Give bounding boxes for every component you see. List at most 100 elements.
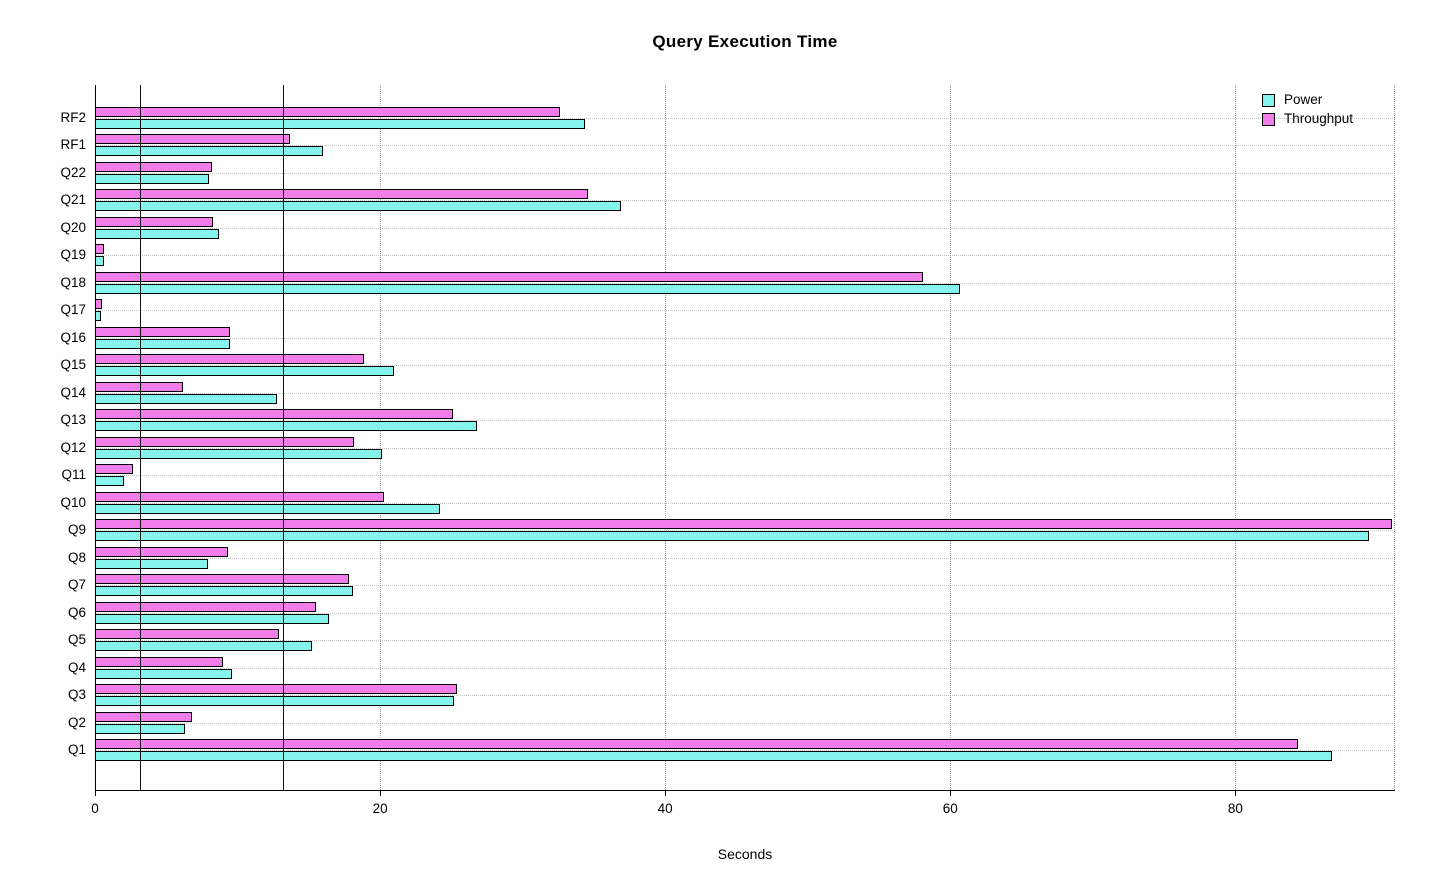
legend-entry-throughput: Throughput	[1262, 112, 1353, 126]
y-tick-label-q18: Q18	[60, 274, 86, 290]
plot-right-border	[1394, 85, 1395, 790]
throughput-bar-q22	[95, 161, 212, 172]
reference-line	[140, 85, 141, 790]
horizontal-gridline	[95, 420, 1395, 421]
power-bar-q10	[95, 503, 440, 514]
power-bar-q8	[95, 558, 208, 569]
horizontal-gridline	[95, 200, 1395, 201]
throughput-bar-q8	[95, 546, 228, 557]
vertical-gridline	[665, 85, 667, 790]
power-bar-q20	[95, 228, 219, 239]
throughput-bar-q12	[95, 436, 355, 447]
y-tick-label-q8: Q8	[67, 549, 86, 565]
throughput-bar-rf2	[95, 106, 560, 117]
power-bar-q13	[95, 421, 478, 431]
power-bar-q4	[95, 668, 232, 679]
throughput-bar-q5	[95, 629, 279, 639]
y-tick-label-q6: Q6	[67, 604, 86, 620]
horizontal-gridline	[95, 695, 1395, 696]
power-bar-q5	[95, 641, 312, 651]
y-tick-label-q13: Q13	[60, 412, 86, 427]
legend-swatch-throughput	[1262, 112, 1275, 126]
throughput-bar-q16	[95, 326, 231, 337]
x-axis	[95, 790, 1395, 791]
y-tick-label-q21: Q21	[60, 192, 86, 207]
chart-title: Query Execution Time	[652, 32, 838, 51]
throughput-bar-q19	[95, 244, 105, 254]
power-bar-q12	[95, 448, 382, 459]
legend-entry-power: Power	[1262, 93, 1353, 107]
y-tick-label-q15: Q15	[60, 357, 86, 372]
horizontal-gridline	[95, 585, 1395, 586]
power-bar-q9	[95, 531, 1370, 541]
power-bar-q21	[95, 201, 621, 211]
horizontal-gridline	[95, 310, 1395, 311]
y-tick-label-q14: Q14	[60, 384, 86, 400]
y-tick-label-q19: Q19	[60, 247, 86, 262]
throughput-bar-q1	[95, 739, 1299, 749]
power-bar-rf2	[95, 118, 586, 129]
horizontal-gridline	[95, 557, 1395, 559]
vertical-gridline	[950, 85, 952, 790]
power-bar-q22	[95, 173, 210, 184]
legend: Power Throughput	[1262, 93, 1353, 131]
power-bar-rf1	[95, 146, 324, 156]
legend-label-throughput: Throughput	[1284, 111, 1354, 126]
power-bar-q16	[95, 338, 231, 349]
y-tick-label-q7: Q7	[67, 577, 86, 592]
horizontal-gridline	[95, 172, 1395, 174]
x-tick-mark	[665, 790, 667, 796]
throughput-bar-q13	[95, 409, 453, 419]
throughput-bar-q21	[95, 189, 589, 199]
y-tick-label-q20: Q20	[60, 219, 86, 235]
horizontal-gridline	[95, 447, 1395, 449]
horizontal-gridline	[95, 502, 1395, 504]
y-tick-label-q17: Q17	[60, 302, 86, 317]
horizontal-gridline	[95, 145, 1395, 146]
throughput-bar-q9	[95, 519, 1393, 529]
x-tick-label: 20	[372, 801, 388, 816]
horizontal-gridline	[95, 117, 1395, 119]
power-bar-q11	[95, 476, 124, 486]
throughput-bar-rf1	[95, 134, 291, 144]
x-tick-mark	[95, 790, 96, 796]
horizontal-gridline	[95, 337, 1395, 339]
y-tick-label-q12: Q12	[60, 439, 86, 455]
horizontal-gridline	[95, 255, 1395, 256]
reference-line	[283, 85, 284, 790]
y-tick-label-q9: Q9	[67, 522, 86, 537]
power-bar-q6	[95, 613, 329, 624]
throughput-bar-q20	[95, 216, 214, 227]
throughput-bar-q11	[95, 464, 134, 474]
legend-swatch-power	[1262, 93, 1275, 107]
y-tick-label-q1: Q1	[67, 742, 86, 757]
y-tick-label-q2: Q2	[67, 714, 86, 730]
y-tick-label-q22: Q22	[60, 164, 86, 180]
y-tick-label-q5: Q5	[67, 632, 86, 647]
power-bar-q18	[95, 283, 961, 294]
throughput-bar-q7	[95, 574, 349, 584]
x-tick-label: 80	[1227, 801, 1243, 816]
y-axis	[95, 85, 96, 791]
vertical-gridline	[1235, 85, 1237, 790]
horizontal-gridline	[95, 722, 1395, 724]
legend-label-power: Power	[1284, 92, 1323, 107]
throughput-bar-q2	[95, 711, 192, 722]
power-bar-q7	[95, 586, 353, 596]
throughput-bar-q4	[95, 656, 224, 667]
horizontal-gridline	[95, 640, 1395, 641]
power-bar-q3	[95, 696, 455, 706]
y-tick-label-q11: Q11	[61, 467, 86, 482]
y-tick-label-q16: Q16	[60, 329, 86, 345]
throughput-bar-q18	[95, 271, 924, 282]
x-tick-mark	[1235, 790, 1237, 796]
x-tick-label: 40	[657, 801, 673, 816]
horizontal-gridline	[95, 392, 1395, 394]
power-bar-q14	[95, 393, 278, 404]
horizontal-gridline	[95, 365, 1395, 366]
x-tick-mark	[950, 790, 952, 796]
horizontal-gridline	[95, 750, 1395, 751]
throughput-bar-q3	[95, 684, 458, 694]
x-tick-mark	[380, 790, 382, 796]
horizontal-gridline	[95, 530, 1395, 531]
